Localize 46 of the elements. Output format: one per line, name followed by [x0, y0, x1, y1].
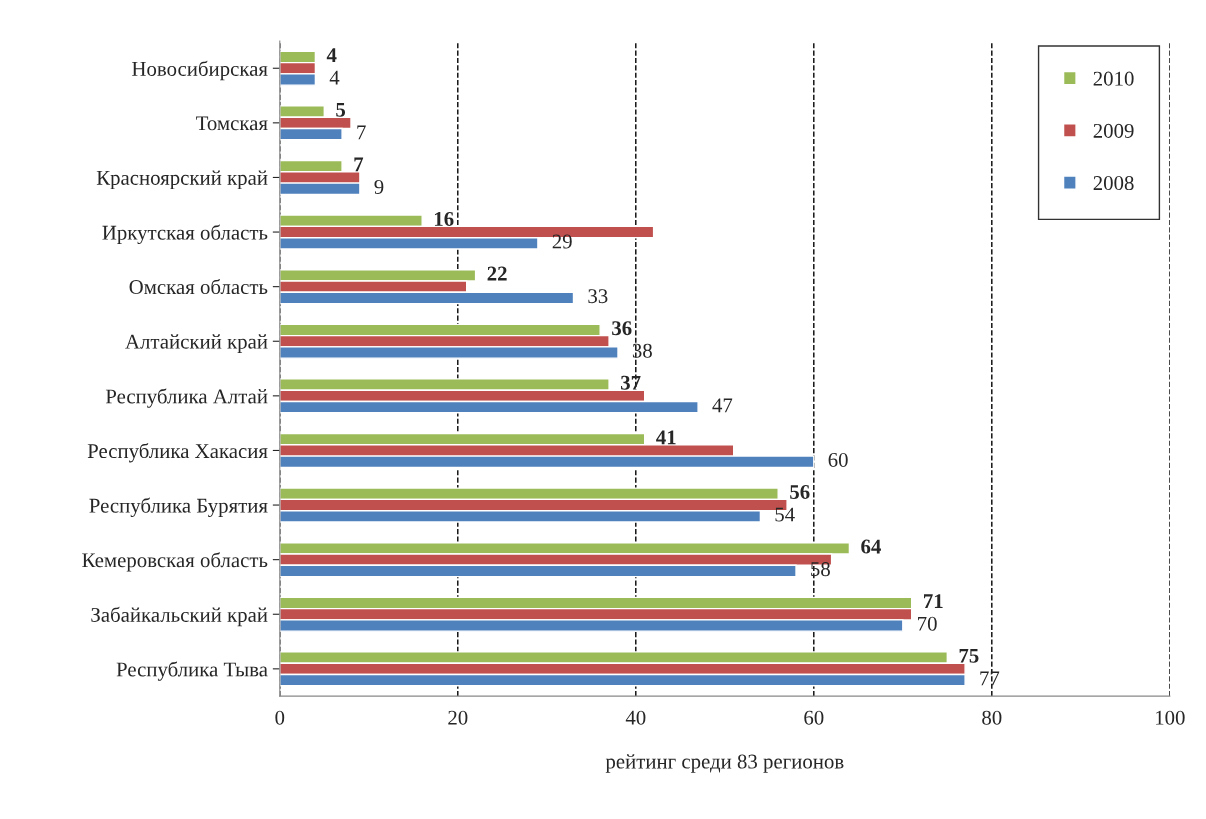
- x-tick-label: 100: [1156, 710, 1185, 725]
- data-label: 16: [434, 211, 454, 226]
- data-label: 71: [924, 594, 943, 608]
- data-label: 37: [621, 375, 641, 390]
- y-tick-label: Алтайский край: [125, 334, 268, 353]
- x-tick-label: 20: [448, 710, 468, 725]
- data-label: 7: [357, 125, 366, 140]
- data-label: 33: [588, 289, 608, 304]
- y-tick-label: Республика Алтай: [105, 388, 268, 408]
- data-label: 60: [828, 452, 848, 467]
- y-tick-label: Красноярский край: [96, 170, 268, 190]
- y-tick-label: Республика Хакасия: [87, 442, 268, 463]
- y-tick-label: Омская область: [129, 278, 268, 295]
- x-tick-label: 80: [982, 710, 1002, 725]
- data-label: 5: [336, 102, 346, 117]
- y-tick-label: Новосибирская: [132, 60, 268, 81]
- data-label: 75: [959, 648, 979, 663]
- data-label: 36: [612, 321, 632, 336]
- data-label: 22: [487, 266, 507, 281]
- x-tick-label: 60: [804, 710, 824, 725]
- x-axis-title: рейтинг среди 83 регионов: [605, 754, 844, 773]
- y-tick-label: Кемеровская область: [82, 552, 268, 572]
- data-label: 9: [374, 179, 384, 194]
- x-tick-label: 0: [275, 710, 285, 725]
- legend-label: 2010: [1093, 71, 1134, 86]
- data-label: 47: [712, 398, 733, 413]
- data-label: 7: [354, 157, 364, 172]
- data-label: 41: [656, 430, 676, 445]
- y-tick-label: Забайкальский край: [91, 606, 268, 627]
- legend-label: 2008: [1093, 176, 1134, 191]
- data-label: 38: [632, 343, 652, 358]
- y-tick-label: Республика Бурятия: [89, 497, 268, 517]
- data-label: 77: [980, 671, 1000, 686]
- x-tick-label: 40: [625, 710, 646, 725]
- data-label: 4: [329, 70, 340, 85]
- legend-label: 2009: [1093, 123, 1134, 138]
- y-tick-label: Иркутская область: [102, 224, 268, 244]
- data-label: 29: [552, 234, 572, 249]
- data-label: 64: [861, 539, 881, 554]
- data-label: 56: [790, 484, 810, 499]
- data-label: 58: [811, 562, 830, 577]
- data-label: 54: [775, 507, 795, 522]
- data-label: 4: [326, 48, 337, 62]
- y-tick-label: Томская: [196, 116, 268, 131]
- y-tick-label: Республика Тыва: [116, 661, 268, 681]
- data-label: 70: [918, 616, 937, 631]
